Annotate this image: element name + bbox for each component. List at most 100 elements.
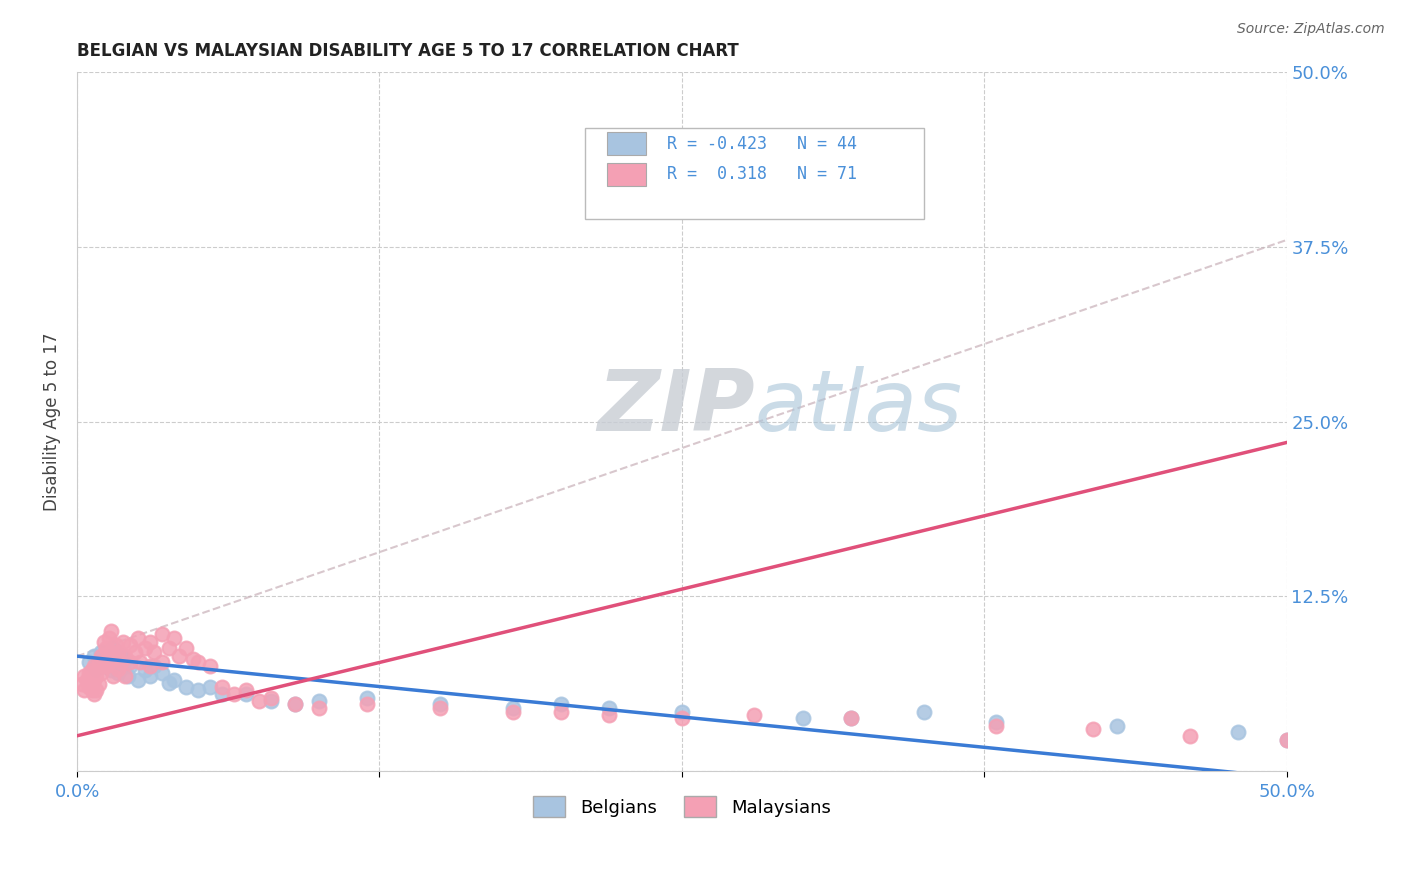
Point [429,697,451,711]
Point [90,645,112,659]
Point [129,655,152,669]
Point [80,663,103,677]
Point [83,673,105,687]
Point [211,687,233,701]
Polygon shape [607,163,645,186]
Point [110,649,132,664]
Point [83,687,105,701]
Y-axis label: Disability Age 5 to 17: Disability Age 5 to 17 [44,333,60,511]
Point [429,701,451,715]
Point [120,655,142,669]
Point [502,705,524,719]
Point [1227,724,1250,739]
Legend: Belgians, Malaysians: Belgians, Malaysians [526,789,838,824]
Point [1275,733,1298,747]
Point [163,631,186,645]
Point [1275,733,1298,747]
Point [90,649,112,664]
Point [114,669,136,683]
Point [120,638,142,652]
Point [284,697,307,711]
Point [163,673,186,687]
Point [103,640,125,655]
Text: BELGIAN VS MALAYSIAN DISABILITY AGE 5 TO 17 CORRELATION CHART: BELGIAN VS MALAYSIAN DISABILITY AGE 5 TO… [77,42,738,60]
Point [87,655,110,669]
Point [839,711,862,725]
Point [259,691,281,706]
Point [550,705,572,719]
Point [174,640,197,655]
Text: atlas: atlas [755,366,963,449]
Point [134,640,156,655]
Point [143,659,166,673]
Point [671,705,693,719]
Point [120,659,142,673]
Point [224,687,246,701]
Point [103,652,125,666]
Point [104,638,127,652]
Point [76,673,98,687]
Text: Source: ZipAtlas.com: Source: ZipAtlas.com [1237,22,1385,37]
Point [103,669,125,683]
Point [308,701,330,715]
Point [80,682,103,697]
Point [259,694,281,708]
Point [107,662,129,676]
Point [77,665,100,680]
Point [83,649,105,664]
Point [100,663,122,677]
Point [73,669,96,683]
Polygon shape [607,133,645,155]
Point [235,682,257,697]
Point [77,655,100,669]
Point [150,655,173,669]
Point [1081,722,1104,736]
Point [90,665,112,680]
Point [86,662,108,676]
Point [107,665,129,680]
Point [117,669,139,683]
Point [157,675,180,690]
Point [100,624,122,638]
Point [112,635,135,649]
Point [284,697,307,711]
Point [114,653,136,667]
Point [107,645,129,659]
Point [671,711,693,725]
Point [97,655,120,669]
Point [112,660,135,674]
Point [94,640,117,655]
Point [986,714,1008,729]
Point [94,659,117,673]
Point [550,697,572,711]
Point [93,652,115,666]
Point [150,627,173,641]
Point [167,649,190,664]
Point [157,640,180,655]
Point [211,680,233,694]
Point [986,719,1008,733]
Point [356,697,378,711]
Text: R =  0.318   N = 71: R = 0.318 N = 71 [668,165,858,184]
Point [94,659,117,673]
Text: ZIP: ZIP [596,366,755,449]
Point [77,680,100,694]
Point [912,705,935,719]
Point [187,682,209,697]
Point [100,645,122,659]
Point [124,645,146,659]
Point [502,701,524,715]
Point [839,711,862,725]
Point [73,682,96,697]
Point [792,711,814,725]
Point [93,635,115,649]
Point [187,655,209,669]
Point [93,659,115,673]
Point [70,677,93,691]
Point [104,657,127,672]
Point [143,645,166,659]
Point [138,659,160,673]
Point [1178,729,1201,743]
Point [744,707,766,722]
Point [110,655,132,669]
